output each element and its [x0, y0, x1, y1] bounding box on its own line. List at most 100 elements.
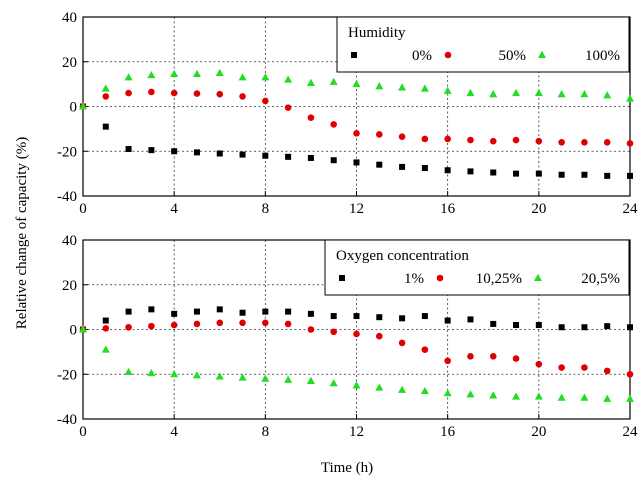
data-point [398, 339, 406, 347]
x-tick-label: 4 [170, 201, 178, 217]
data-point [490, 169, 497, 176]
legend-label: 0% [412, 48, 432, 64]
data-point [420, 386, 429, 395]
legend-title: Humidity [348, 25, 406, 41]
data-point [399, 163, 406, 170]
data-point [102, 325, 110, 332]
data-point [353, 159, 360, 166]
data-point [558, 171, 565, 178]
data-point [513, 170, 520, 177]
data-point [285, 308, 292, 315]
y-axis-label: Relative change of capacity (%) [14, 137, 30, 329]
data-point [581, 171, 588, 178]
legend-marker [339, 275, 345, 281]
data-point [101, 345, 110, 353]
y-tick-label: -20 [57, 367, 77, 383]
data-point [604, 323, 611, 330]
data-point [306, 78, 315, 87]
data-point [125, 89, 132, 97]
data-point [626, 394, 634, 402]
data-point [148, 88, 155, 96]
legend-marker [436, 274, 444, 282]
data-point [124, 367, 133, 376]
data-point [148, 306, 155, 313]
x-tick-label: 0 [79, 201, 87, 217]
data-point [352, 381, 361, 389]
data-point [239, 93, 246, 100]
data-point [147, 70, 156, 79]
data-point [79, 102, 87, 110]
data-point [466, 88, 475, 97]
legend-marker [538, 50, 546, 58]
data-point [626, 370, 634, 378]
legend-marker [351, 52, 357, 58]
data-point [330, 313, 337, 320]
x-tick-label: 16 [440, 201, 456, 217]
data-point [170, 370, 179, 378]
data-point [467, 353, 474, 360]
data-point [307, 326, 315, 333]
data-point [512, 392, 521, 400]
data-point [444, 357, 451, 365]
data-point [125, 308, 132, 315]
data-point [239, 309, 246, 316]
legend-label: 1% [404, 271, 424, 287]
data-point [603, 394, 612, 402]
legend-label: 20,5% [581, 271, 620, 287]
x-tick-label: 12 [349, 424, 364, 440]
data-point [170, 89, 178, 97]
data-point [261, 374, 270, 382]
data-point [306, 376, 315, 384]
data-point [148, 322, 155, 330]
data-point [489, 89, 498, 98]
data-point [239, 319, 246, 327]
data-point [467, 316, 474, 323]
data-point [216, 150, 223, 157]
x-tick-label: 16 [440, 424, 456, 440]
data-point [466, 390, 475, 398]
data-point [330, 328, 338, 336]
legend-label: 100% [585, 48, 620, 64]
data-point [171, 148, 178, 155]
data-point [376, 314, 383, 321]
x-tick-label: 24 [623, 424, 639, 440]
data-point [626, 140, 634, 147]
data-point [102, 317, 109, 324]
x-tick-label: 24 [623, 201, 639, 217]
data-point [353, 313, 360, 320]
data-point [513, 322, 520, 329]
data-point [125, 323, 132, 331]
data-point [192, 69, 201, 78]
data-point [262, 308, 269, 315]
data-point [124, 73, 133, 81]
data-point [557, 89, 566, 98]
data-point [261, 73, 270, 81]
data-point [375, 82, 384, 90]
data-point [490, 320, 497, 327]
data-point [262, 97, 269, 105]
data-point [535, 322, 542, 329]
data-point [170, 321, 178, 329]
data-point [467, 136, 474, 144]
data-point [627, 324, 633, 331]
x-tick-label: 20 [531, 424, 546, 440]
data-point [307, 114, 315, 121]
data-point [489, 391, 498, 399]
legend-box [336, 16, 630, 73]
data-point [512, 355, 520, 362]
data-point [421, 313, 428, 320]
data-point [284, 375, 293, 383]
data-point [79, 325, 87, 333]
data-point [535, 170, 542, 177]
data-point [238, 373, 247, 381]
data-point [534, 88, 543, 97]
data-point [216, 90, 224, 98]
legend-label: 10,25% [476, 271, 522, 287]
data-point [216, 306, 223, 313]
x-tick-label: 12 [349, 201, 364, 217]
panel-humidity: 0 4 8 12 16 20 24 -40 -20 0 20 40 Humidity 0% 50% 100% [57, 10, 638, 217]
data-point [535, 360, 543, 368]
panel-oxygen-concentration: 0 4 8 12 16 20 24 -40 -20 0 20 40 Oxygen concentrati… [57, 233, 638, 440]
data-point [398, 385, 407, 393]
